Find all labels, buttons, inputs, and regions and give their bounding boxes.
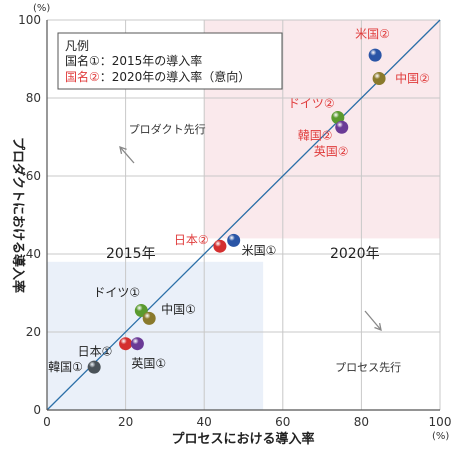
x-tick-label: 100 xyxy=(429,415,452,429)
x-axis-label: プロセスにおける導入率 xyxy=(171,431,314,447)
tick-labels: 0 20 40 60 80 100 0 20 40 60 80 100 xyxy=(18,13,451,429)
point-label: 中国② xyxy=(395,71,430,86)
annotation-arrow-head xyxy=(374,323,382,332)
point-label: ドイツ② xyxy=(288,97,335,111)
legend-item-2015: 国名①：2015年の導入率 xyxy=(65,53,202,68)
diagonal-line xyxy=(46,19,441,411)
point-label: 米国① xyxy=(242,243,277,257)
region-0 xyxy=(47,261,264,410)
x-tick-label: 0 xyxy=(43,415,51,429)
x-unit: (%) xyxy=(432,431,449,442)
region-labels: 2015年 2020年 xyxy=(106,246,380,262)
annotation-arrow-head xyxy=(119,145,127,154)
x-tick-label: 20 xyxy=(118,415,133,429)
y-tick-label: 20 xyxy=(26,325,41,339)
data-point xyxy=(372,72,386,85)
y-tick-label: 0 xyxy=(33,403,41,417)
y-tick-label: 60 xyxy=(26,169,41,183)
data-point xyxy=(130,337,144,351)
data-point xyxy=(331,111,345,124)
annotation-label: プロセス先行 xyxy=(335,361,401,374)
data-point xyxy=(335,120,349,134)
legend-item-2020: 国名②：2020年の導入率（意向） xyxy=(65,69,250,84)
point-label: 米国② xyxy=(355,27,390,41)
legend-title: 凡例 xyxy=(65,39,89,53)
annotation-arrow-shaft xyxy=(119,146,135,164)
annotation-label: プロダクト先行 xyxy=(129,122,206,136)
point-label: 日本② xyxy=(174,233,209,247)
data-point xyxy=(87,360,101,374)
legend-key-2015: 国名① xyxy=(65,53,100,68)
annotation-arrow-shaft xyxy=(364,310,382,331)
legend: 凡例 国名①：2015年の導入率 国名②：2020年の導入率（意向） xyxy=(57,32,283,90)
data-point xyxy=(142,311,156,325)
legend-text-2015: ：2015年の導入率 xyxy=(100,53,203,68)
point-label: 日本① xyxy=(78,345,113,359)
x-tick-label: 60 xyxy=(275,415,290,429)
y-tick-label: 40 xyxy=(26,247,41,261)
data-point xyxy=(213,239,227,253)
x-tick-label: 40 xyxy=(197,415,212,429)
legend-box xyxy=(57,32,283,90)
data-point xyxy=(227,233,241,247)
axes xyxy=(46,20,440,411)
point-label: 中国① xyxy=(161,301,196,316)
data-point xyxy=(119,337,133,351)
point-label: ドイツ① xyxy=(93,286,140,300)
x-tick-label: 80 xyxy=(354,415,369,429)
region-label: 2015年 xyxy=(106,246,156,262)
y-tick-label: 100 xyxy=(18,13,41,27)
point-label: 英国② xyxy=(314,144,349,158)
y-axis-label: プロダクトにおける導入率 xyxy=(10,137,26,293)
y-tick-label: 80 xyxy=(26,91,41,105)
data-points xyxy=(87,48,386,374)
point-label: 英国① xyxy=(131,357,166,371)
grid-lines xyxy=(47,19,441,410)
region-label: 2020年 xyxy=(330,246,380,262)
y-unit: (%) xyxy=(33,3,50,14)
point-label: 韓国① xyxy=(48,360,83,374)
diagonal xyxy=(46,19,441,411)
data-point xyxy=(368,48,382,62)
point-label: 韓国② xyxy=(298,128,333,142)
legend-text-2020: ：2020年の導入率（意向） xyxy=(100,69,251,84)
legend-key-2020: 国名② xyxy=(65,69,100,84)
